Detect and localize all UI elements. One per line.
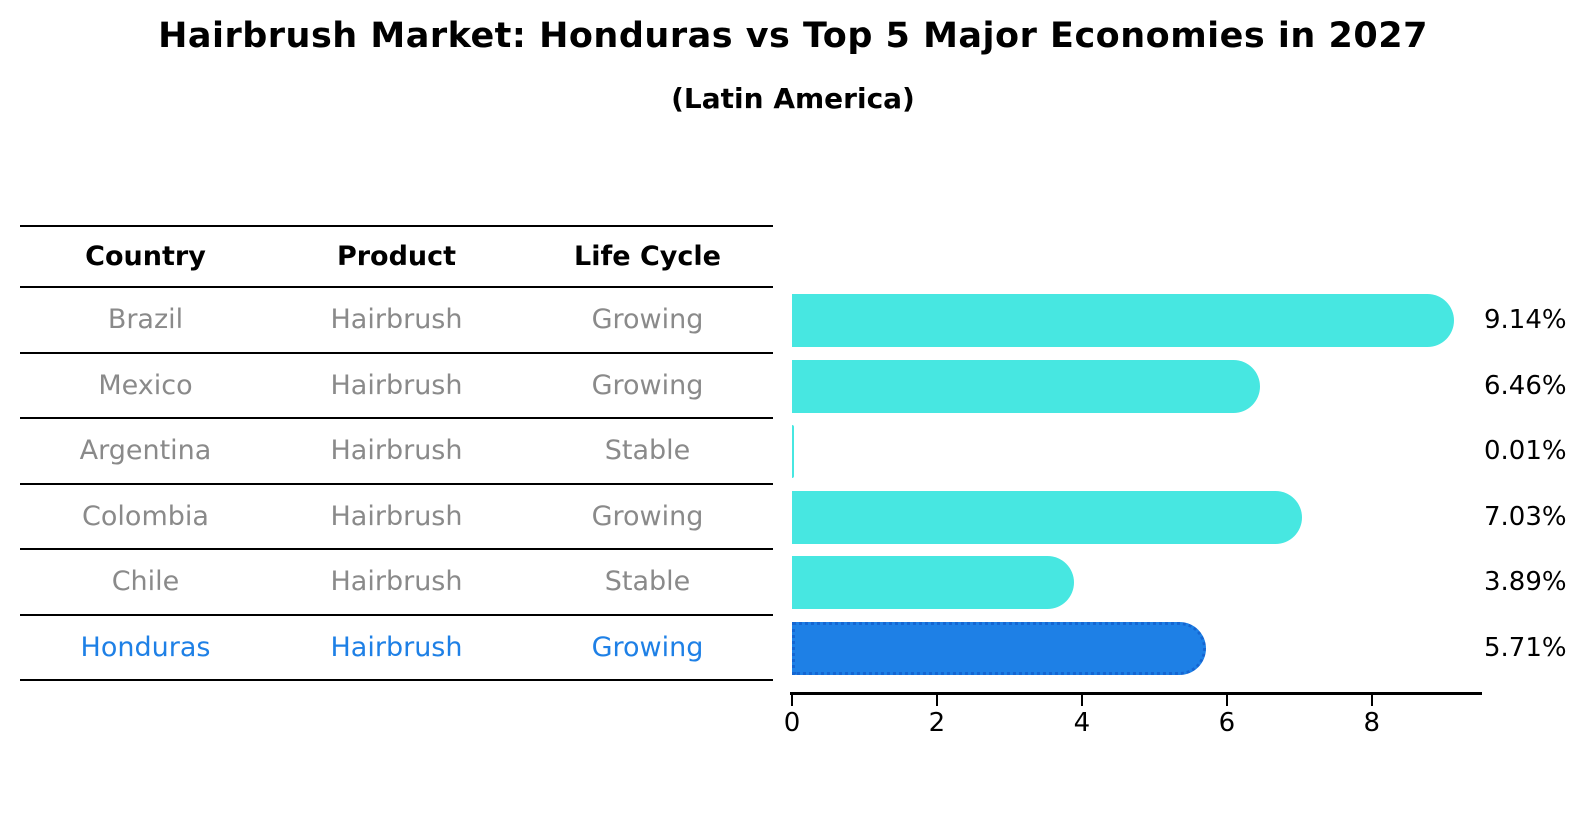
country-table: Country Product Life Cycle Brazil Hairbrush… [20, 225, 773, 681]
cell-life-cycle: Growing [591, 304, 704, 336]
cell-country: Argentina [79, 435, 212, 467]
cell-country: Brazil [107, 304, 184, 336]
bar-row-mexico [792, 354, 1482, 420]
table-row-honduras: Honduras Hairbrush Growing [20, 615, 773, 680]
bar-mexico [792, 359, 1261, 413]
x-tick-label: 4 [1073, 708, 1091, 738]
x-tick-mark [935, 695, 938, 706]
country-table-container: Country Product Life Cycle Brazil Hairbrush… [20, 225, 773, 681]
bar-value-label-colombia: 7.03% [1484, 501, 1567, 532]
table-body: Brazil Hairbrush Growing Mexico Hairbrush Gro… [20, 287, 773, 680]
x-axis-line [790, 692, 1482, 695]
cell-product: Hairbrush [330, 500, 463, 532]
table-header-row: Country Product Life Cycle [20, 226, 773, 287]
cell-life-cycle: Growing [591, 631, 704, 663]
x-tick-label: 2 [928, 708, 946, 738]
bar-value-label-chile: 3.89% [1484, 567, 1567, 597]
bar-brazil [792, 294, 1455, 347]
cell-country: Mexico [98, 369, 193, 401]
bar-row-argentina [792, 419, 1482, 485]
cell-product: Hairbrush [330, 304, 463, 336]
x-tick-mark [1080, 695, 1083, 706]
bar-value-label-brazil: 9.14% [1484, 305, 1567, 335]
bar-value-label-argentina: 0.01% [1484, 436, 1567, 466]
x-tick-mark [1225, 695, 1228, 706]
bar-value-label-mexico: 6.46% [1484, 370, 1567, 401]
chart-title: Hairbrush Market: Honduras vs Top 5 Majo… [158, 16, 1428, 56]
bar-row-colombia [792, 485, 1482, 551]
cell-life-cycle: Stable [604, 566, 691, 598]
column-header-life-cycle: Life Cycle [574, 241, 721, 272]
cell-country: Honduras [80, 631, 211, 663]
cell-product: Hairbrush [330, 435, 463, 467]
chart-subtitle: (Latin America) [671, 82, 915, 115]
cell-product: Hairbrush [330, 369, 463, 401]
cell-product: Hairbrush [330, 631, 463, 663]
cell-country: Chile [111, 566, 180, 598]
bar-row-chile [792, 550, 1482, 616]
bar-honduras [792, 621, 1206, 675]
cell-life-cycle: Stable [604, 435, 691, 467]
column-header-country: Country [85, 241, 206, 272]
x-tick-label: 6 [1218, 708, 1236, 738]
table-row-brazil: Brazil Hairbrush Growing [20, 287, 773, 353]
x-tick-mark [1370, 695, 1373, 706]
table-header: Country Product Life Cycle [20, 226, 773, 287]
bar-row-honduras [792, 616, 1482, 682]
bar-row-brazil [792, 288, 1482, 354]
x-tick-mark [791, 695, 793, 706]
bar-value-label-honduras: 5.71% [1484, 632, 1567, 663]
bar-chile [792, 556, 1074, 609]
bar-argentina [792, 425, 794, 478]
table-row-colombia: Colombia Hairbrush Growing [20, 484, 773, 549]
x-tick-label: 8 [1363, 708, 1381, 738]
bar-colombia [792, 490, 1302, 544]
column-header-product: Product [336, 241, 457, 272]
table-row-mexico: Mexico Hairbrush Growing [20, 353, 773, 418]
table-row-argentina: Argentina Hairbrush Stable [20, 418, 773, 484]
cell-product: Hairbrush [330, 566, 463, 598]
cell-life-cycle: Growing [591, 500, 704, 532]
bar-plot: 0 2 4 6 8 [784, 288, 1482, 758]
cell-life-cycle: Growing [591, 369, 704, 401]
cell-country: Colombia [82, 500, 209, 532]
x-tick-label: 0 [783, 708, 801, 738]
table-row-chile: Chile Hairbrush Stable [20, 549, 773, 615]
